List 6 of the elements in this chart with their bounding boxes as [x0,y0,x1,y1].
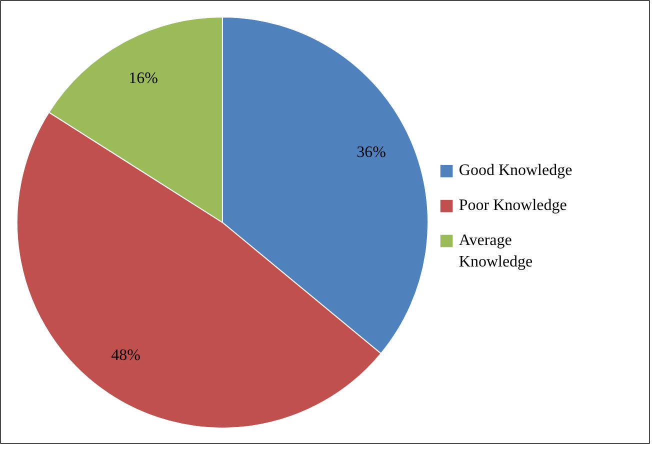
legend-label: Poor Knowledge [458,197,567,214]
data-label: 16% [128,70,158,87]
legend-label: Good Knowledge [458,162,572,180]
data-label: 48% [111,347,141,364]
data-label: 36% [356,144,386,161]
legend-label: Average Knowledge [458,232,533,270]
